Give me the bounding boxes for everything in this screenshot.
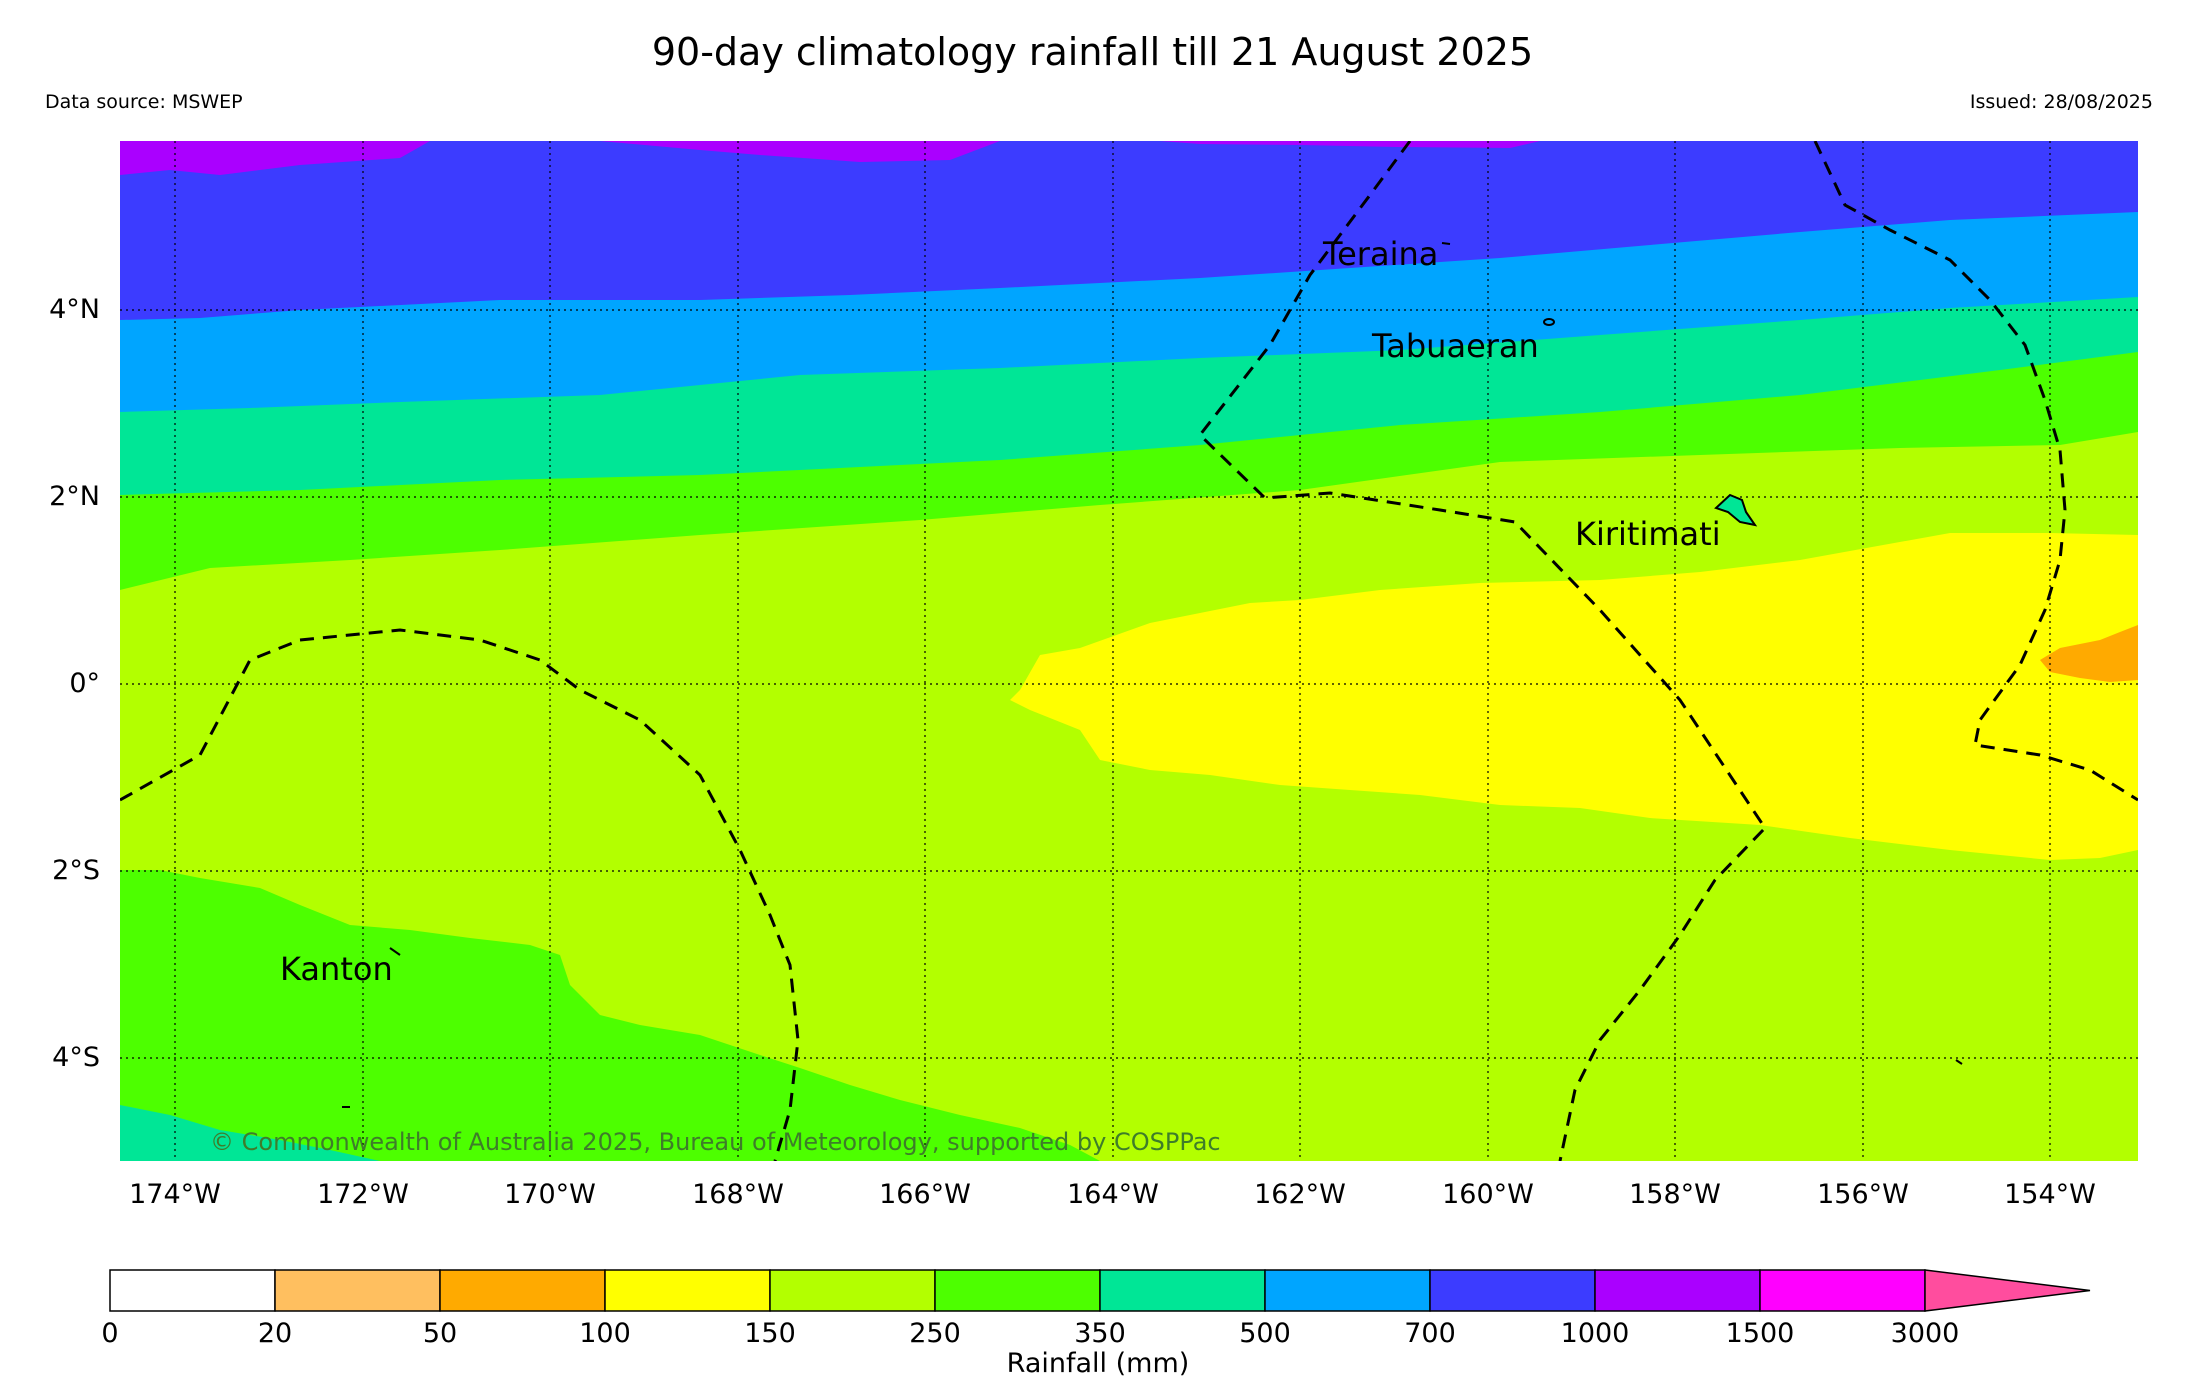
band-350-500-south — [120, 1105, 380, 1161]
lon-label: 166°W — [879, 1179, 971, 1210]
lat-label: 2°N — [49, 481, 100, 512]
place-label-tabuaeran: Tabuaeran — [1371, 327, 1539, 365]
colorbar-bin — [1429, 1269, 1596, 1312]
place-label-teraina: Teraina — [1322, 235, 1438, 273]
lat-label: 2°S — [52, 855, 100, 886]
rainfall-contours — [120, 141, 2138, 1161]
colorbar-tick-label: 20 — [258, 1318, 292, 1349]
colorbar-tick-label: 1500 — [1726, 1318, 1795, 1349]
colorbar-bin — [1264, 1269, 1431, 1312]
band-100-150 — [1010, 533, 2138, 860]
island-outlines — [342, 242, 1963, 1108]
lat-label: 4°S — [52, 1042, 100, 1073]
lon-label: 172°W — [317, 1179, 409, 1210]
lat-label: 4°N — [49, 294, 100, 325]
colorbar-tick-label: 100 — [579, 1318, 631, 1349]
colorbar-tick-label: 3000 — [1891, 1318, 1960, 1349]
place-label-kanton: Kanton — [280, 950, 393, 988]
colorbar-bin — [109, 1269, 276, 1312]
tabuaeran-island — [1543, 318, 1555, 326]
place-label-kiritimati: Kiritimati — [1575, 515, 1721, 553]
teraina-island — [1441, 242, 1451, 245]
colorbar-bin — [439, 1269, 606, 1312]
issued-date-label: Issued: 28/08/2025 — [1969, 91, 2153, 113]
lon-label: 164°W — [1067, 1179, 1159, 1210]
colorbar-bin — [769, 1269, 936, 1312]
colorbar-bin — [1099, 1269, 1266, 1312]
lon-label: 174°W — [129, 1179, 221, 1210]
lon-label: 160°W — [1442, 1179, 1534, 1210]
colorbar-tick-label: 250 — [909, 1318, 961, 1349]
colorbar-bin — [1594, 1269, 1761, 1312]
colorbar-bin — [274, 1269, 441, 1312]
colorbar-bin — [1759, 1269, 1926, 1312]
band-50-100 — [2040, 625, 2138, 682]
kanton-island — [389, 947, 401, 956]
colorbar-tick-label: 1000 — [1561, 1318, 1630, 1349]
colorbar-tick-label: 150 — [744, 1318, 796, 1349]
lon-label: 156°W — [1817, 1179, 1909, 1210]
lon-label: 162°W — [1254, 1179, 1346, 1210]
colorbar-tick-label: 700 — [1404, 1318, 1456, 1349]
data-source-label: Data source: MSWEP — [45, 91, 243, 113]
colorbar-extension — [1924, 1269, 2091, 1312]
lon-label: 154°W — [2004, 1179, 2096, 1210]
colorbar-title: Rainfall (mm) — [1007, 1348, 1190, 1379]
colorbar-tick-label: 500 — [1239, 1318, 1291, 1349]
graticule — [120, 141, 2138, 1161]
copyright-notice: © Commonwealth of Australia 2025, Bureau… — [210, 1128, 1221, 1156]
eez-boundaries — [120, 141, 2138, 1161]
kiritimati-island — [1714, 493, 1758, 527]
colorbar-bin — [604, 1269, 771, 1312]
colorbar-tick-label: 50 — [423, 1318, 457, 1349]
band-1000-1500 — [120, 141, 1540, 175]
colorbar-tick-label: 350 — [1074, 1318, 1126, 1349]
colorbar-bin — [934, 1269, 1101, 1312]
lon-label: 168°W — [692, 1179, 784, 1210]
colorbar-tick-label: 0 — [101, 1318, 118, 1349]
colorbar: 0 20 50 100 150 250 350 500 700 1000 1500 3000 — [101, 1269, 2091, 1349]
map-title: 90-day climatology rainfall till 21 Augu… — [651, 30, 1534, 74]
lon-label: 170°W — [504, 1179, 596, 1210]
band-250-350-south — [120, 870, 1100, 1161]
band-700-1000 — [120, 141, 2138, 320]
lat-label: 0° — [69, 668, 100, 699]
lon-label: 158°W — [1629, 1179, 1721, 1210]
